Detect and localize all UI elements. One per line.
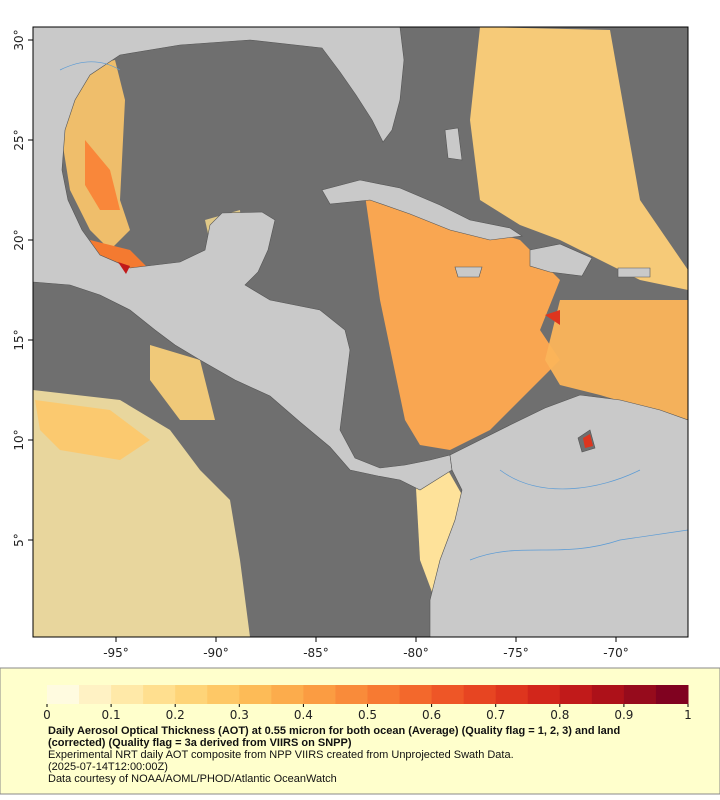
x-tick-label: -70° (603, 646, 629, 660)
colorbar-swatch (111, 685, 144, 704)
colorbar: 0 0.1 0.2 0.3 0.4 0.5 0.6 0.7 0.8 0.9 1 (43, 685, 692, 722)
colorbar-swatch (175, 685, 208, 704)
colorbar-swatch (399, 685, 433, 704)
y-tick-label: 30° (12, 29, 26, 50)
y-tick-label: 5° (12, 533, 26, 547)
caption-title: Daily Aerosol Optical Thickness (AOT) at… (48, 725, 621, 749)
colorbar-swatch (271, 685, 304, 704)
y-tick-label: 25° (12, 129, 26, 150)
caption: Daily Aerosol Optical Thickness (AOT) at… (48, 725, 678, 785)
colorbar-swatch (335, 685, 368, 704)
colorbar-tick-label: 0.9 (614, 708, 633, 722)
colorbar-swatch (559, 685, 593, 704)
caption-line: (2025-07-14T12:00:00Z) (48, 761, 168, 773)
colorbar-tick-label: 0.3 (230, 708, 249, 722)
x-tick-label: -80° (403, 646, 429, 660)
colorbar-swatch (495, 685, 529, 704)
colorbar-swatch (79, 685, 112, 704)
colorbar-swatch (207, 685, 240, 704)
colorbar-tick-label: 0.7 (486, 708, 505, 722)
colorbar-tick-label: 0.2 (166, 708, 185, 722)
y-tick-label: 15° (12, 329, 26, 350)
colorbar-tick-label: 0.4 (294, 708, 313, 722)
x-tick-label: -75° (503, 646, 529, 660)
caption-line: Data courtesy of NOAA/AOML/PHOD/Atlantic… (48, 773, 337, 785)
colorbar-tick-label: 0 (43, 708, 51, 722)
colorbar-swatch (143, 685, 176, 704)
x-tick-label: -95° (103, 646, 129, 660)
colorbar-swatch (367, 685, 401, 704)
aot-land (118, 262, 593, 448)
colorbar-swatch (655, 685, 689, 704)
colorbar-tick-label: 1 (684, 708, 692, 722)
colorbar-swatch (623, 685, 657, 704)
colorbar-tick-label: 0.6 (422, 708, 441, 722)
y-tick-label: 10° (12, 429, 26, 450)
colorbar-swatch (527, 685, 561, 704)
caption-line: Experimental NRT daily AOT composite fro… (48, 749, 514, 761)
colorbar-swatch (47, 685, 80, 704)
colorbar-tick-label: 0.1 (102, 708, 121, 722)
colorbar-tick-label: 0.8 (550, 708, 569, 722)
colorbar-swatch (431, 685, 465, 704)
land (32, 26, 689, 638)
colorbar-swatch (591, 685, 625, 704)
y-tick-label: 20° (12, 229, 26, 250)
colorbar-tick-label: 0.5 (358, 708, 377, 722)
colorbar-swatch (239, 685, 272, 704)
x-tick-label: -85° (303, 646, 329, 660)
rivers (59, 61, 689, 561)
colorbar-swatch (463, 685, 497, 704)
x-tick-label: -90° (203, 646, 229, 660)
aot-ocean (33, 27, 688, 637)
colorbar-swatch (303, 685, 336, 704)
map-frame (32, 26, 689, 638)
